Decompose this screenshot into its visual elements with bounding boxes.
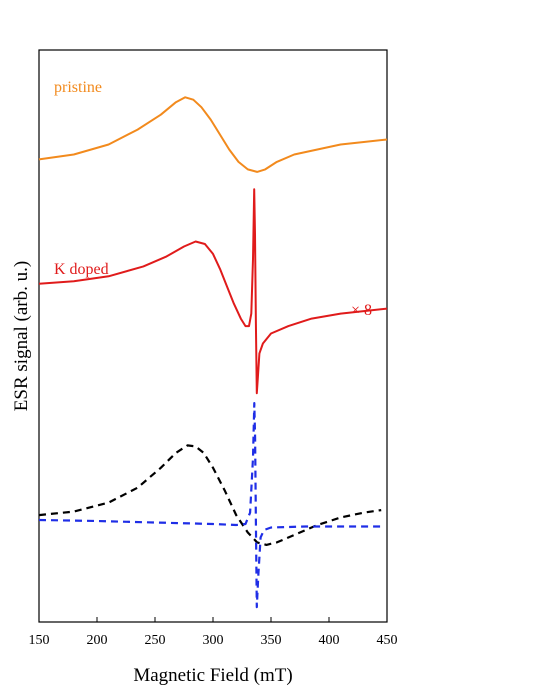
series-label-pristine: pristine	[54, 79, 102, 96]
x-tick-label-5: 400	[319, 633, 340, 648]
x-axis-ticks: 150 200 250 300 350 400 450	[29, 617, 398, 648]
x-tick-label-4: 350	[261, 633, 282, 648]
series-line-3	[38, 402, 382, 609]
x-tick-label-6: 450	[377, 633, 398, 648]
series-layer	[38, 96, 388, 609]
series-line-0	[38, 96, 388, 173]
plot-frame	[38, 49, 388, 623]
x-tick-label-1: 200	[87, 633, 108, 648]
series-line-1	[38, 188, 388, 395]
x-tick-label-3: 300	[203, 633, 224, 648]
x-tick-label-2: 250	[145, 633, 166, 648]
y-axis-label: ESR signal (arb. u.)	[11, 261, 32, 411]
x-axis-label: Magnetic Field (mT)	[133, 665, 292, 686]
series-label-k-doped: K doped	[54, 261, 109, 278]
scale-factor-label: × 8	[351, 302, 372, 319]
series-line-2	[38, 444, 382, 546]
x-tick-label-0: 150	[29, 633, 50, 648]
